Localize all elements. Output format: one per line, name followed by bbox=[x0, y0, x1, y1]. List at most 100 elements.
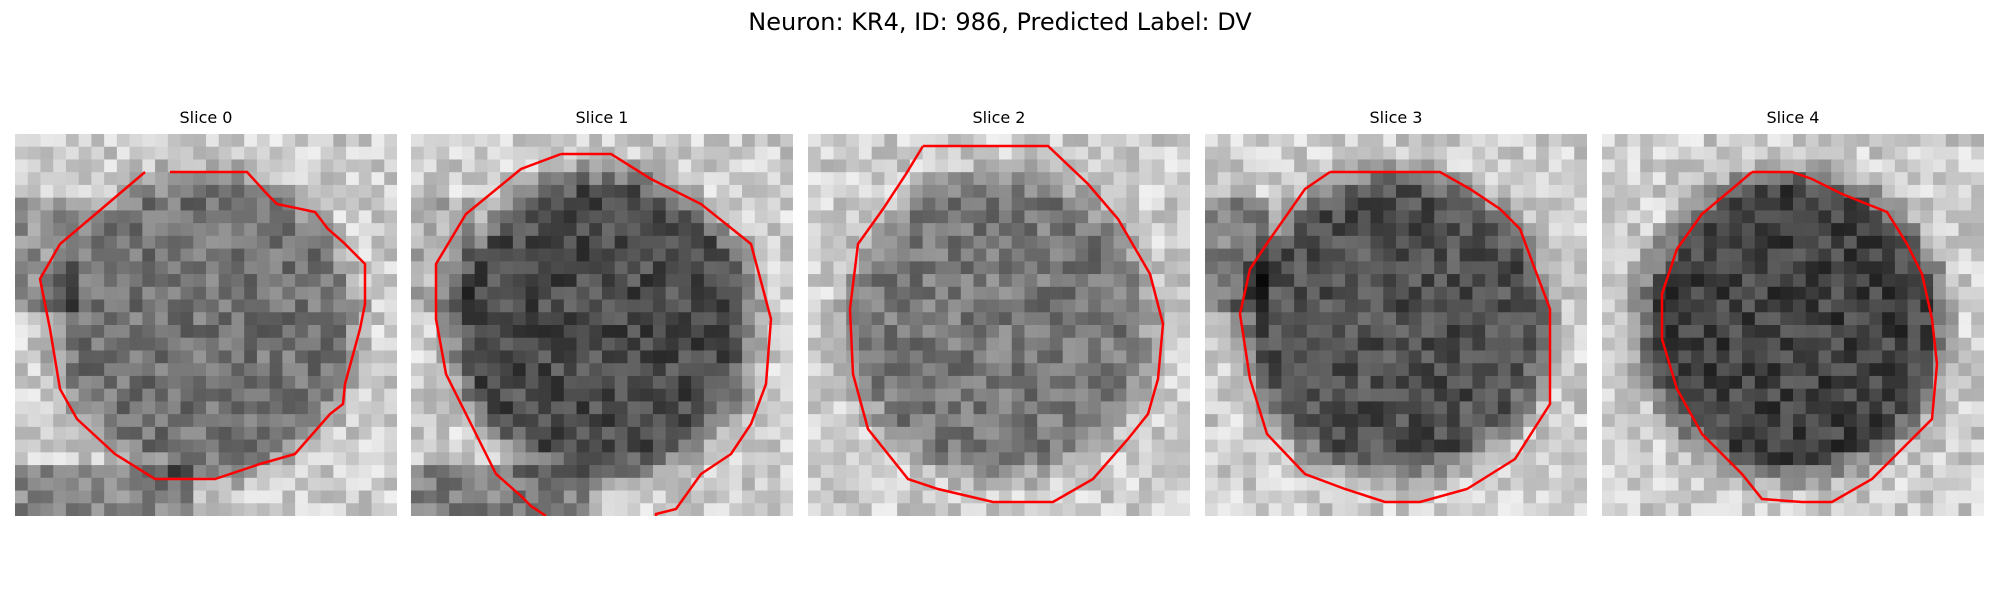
pixel bbox=[1357, 401, 1372, 415]
pixel bbox=[551, 490, 565, 504]
pixel bbox=[436, 134, 450, 148]
pixel bbox=[1049, 286, 1064, 301]
pixel bbox=[1920, 426, 1934, 441]
pixel bbox=[820, 452, 835, 466]
pixel bbox=[1230, 235, 1244, 250]
pixel bbox=[986, 503, 1000, 516]
pixel bbox=[1139, 223, 1153, 237]
pixel bbox=[1345, 426, 1359, 441]
pixel bbox=[960, 299, 975, 313]
pixel bbox=[436, 223, 450, 237]
pixel bbox=[897, 159, 911, 173]
pixel bbox=[1920, 414, 1934, 428]
pixel bbox=[371, 439, 385, 453]
pixel bbox=[1716, 197, 1730, 211]
pixel bbox=[833, 248, 847, 262]
pixel bbox=[1678, 134, 1692, 148]
pixel bbox=[512, 350, 527, 364]
pixel bbox=[563, 197, 578, 211]
pixel bbox=[1805, 414, 1820, 428]
pixel bbox=[808, 248, 822, 262]
pixel bbox=[1268, 210, 1282, 224]
pixel bbox=[512, 490, 527, 504]
pixel bbox=[551, 363, 565, 377]
pixel bbox=[1294, 426, 1308, 441]
pixel bbox=[40, 363, 54, 377]
pixel bbox=[307, 503, 322, 516]
pixel bbox=[104, 503, 118, 516]
pixel bbox=[935, 184, 949, 199]
pixel bbox=[1793, 350, 1807, 364]
pixel bbox=[525, 452, 539, 466]
pixel bbox=[960, 223, 975, 237]
pixel bbox=[973, 426, 987, 441]
pixel bbox=[1151, 477, 1166, 492]
pixel bbox=[1100, 325, 1115, 339]
pixel bbox=[1561, 197, 1575, 211]
pixel bbox=[1831, 223, 1845, 237]
pixel bbox=[1408, 134, 1423, 148]
pixel bbox=[91, 274, 105, 288]
pixel bbox=[1062, 172, 1076, 186]
pixel bbox=[320, 452, 334, 466]
pixel bbox=[1383, 235, 1397, 250]
pixel bbox=[193, 503, 207, 516]
pixel bbox=[358, 223, 373, 237]
pixel bbox=[1945, 312, 1960, 326]
pixel bbox=[371, 261, 385, 275]
pixel bbox=[1869, 146, 1883, 161]
pixel bbox=[1536, 426, 1550, 441]
pixel bbox=[167, 350, 182, 364]
pixel bbox=[538, 159, 552, 173]
pixel bbox=[1767, 184, 1781, 199]
pixel bbox=[1971, 350, 1984, 364]
pixel bbox=[1780, 312, 1794, 326]
pixel bbox=[27, 388, 42, 402]
pixel bbox=[231, 477, 245, 492]
pixel bbox=[1243, 248, 1257, 262]
pixel bbox=[1652, 388, 1667, 402]
pixel bbox=[1602, 274, 1616, 288]
pixel bbox=[1255, 172, 1270, 186]
pixel bbox=[973, 159, 987, 173]
pixel bbox=[1691, 490, 1705, 504]
pixel bbox=[1742, 503, 1756, 516]
pixel bbox=[65, 388, 80, 402]
pixel bbox=[767, 375, 781, 390]
pixel bbox=[53, 146, 67, 161]
pixel bbox=[65, 274, 80, 288]
pixel bbox=[231, 350, 245, 364]
pixel bbox=[922, 235, 936, 250]
slice-panel-4: Slice 4 bbox=[1602, 108, 1984, 518]
pixel bbox=[665, 248, 679, 262]
pixel bbox=[487, 490, 501, 504]
pixel bbox=[1894, 197, 1909, 211]
pixel bbox=[1882, 286, 1896, 301]
pixel bbox=[333, 439, 347, 453]
pixel bbox=[1729, 414, 1743, 428]
pixel bbox=[1652, 439, 1667, 453]
pixel bbox=[346, 452, 360, 466]
pixel bbox=[1971, 477, 1984, 492]
pixel bbox=[1177, 235, 1190, 250]
pixel bbox=[1139, 172, 1153, 186]
pixel bbox=[1383, 388, 1397, 402]
pixel bbox=[1177, 261, 1190, 275]
pixel bbox=[155, 210, 169, 224]
pixel bbox=[1294, 235, 1308, 250]
pixel bbox=[742, 312, 756, 326]
pixel bbox=[384, 299, 397, 313]
pixel bbox=[1640, 414, 1654, 428]
pixel bbox=[1446, 223, 1461, 237]
pixel bbox=[1434, 439, 1448, 453]
pixel bbox=[538, 261, 552, 275]
pixel bbox=[155, 414, 169, 428]
pixel bbox=[78, 248, 92, 262]
pixel bbox=[449, 325, 463, 339]
pixel bbox=[1281, 134, 1295, 148]
pixel bbox=[986, 235, 1000, 250]
pixel bbox=[307, 350, 322, 364]
pixel bbox=[180, 375, 194, 390]
pixel bbox=[320, 490, 334, 504]
pixel bbox=[180, 274, 194, 288]
